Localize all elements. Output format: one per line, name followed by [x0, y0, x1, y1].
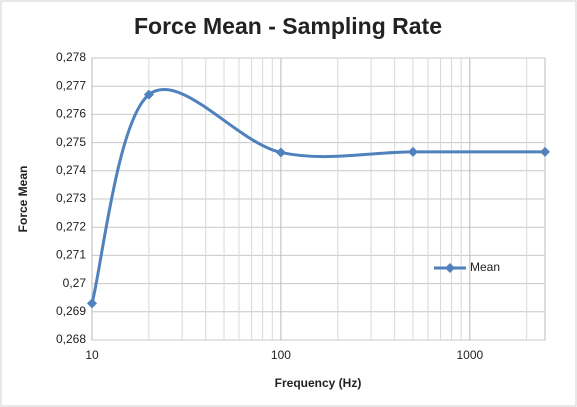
y-tick-label: 0,277	[56, 78, 86, 92]
x-tick-label: 10	[85, 348, 99, 362]
x-tick-label: 100	[271, 348, 291, 362]
y-tick-label: 0,274	[56, 163, 86, 177]
y-tick-label: 0,269	[56, 304, 86, 318]
marker	[275, 147, 286, 158]
y-tick-label: 0,278	[56, 50, 86, 64]
marker	[540, 146, 550, 157]
y-tick-label: 0,27	[63, 276, 87, 290]
x-tick-label: 1000	[456, 348, 483, 362]
legend-label: Mean	[470, 260, 500, 274]
y-tick-label: 0,268	[56, 332, 86, 346]
y-tick-label: 0,275	[56, 135, 86, 149]
y-axis-label: Force Mean	[16, 166, 30, 233]
y-tick-label: 0,273	[56, 191, 86, 205]
marker	[143, 89, 154, 100]
y-tick-label: 0,272	[56, 219, 86, 233]
marker	[87, 298, 97, 309]
chart-title: Force Mean - Sampling Rate	[134, 13, 442, 39]
marker	[407, 146, 418, 157]
y-tick-label: 0,276	[56, 107, 86, 121]
legend-marker	[445, 263, 455, 273]
x-axis-label: Frequency (Hz)	[275, 376, 362, 390]
y-tick-label: 0,271	[56, 248, 86, 262]
series-line	[90, 87, 546, 304]
